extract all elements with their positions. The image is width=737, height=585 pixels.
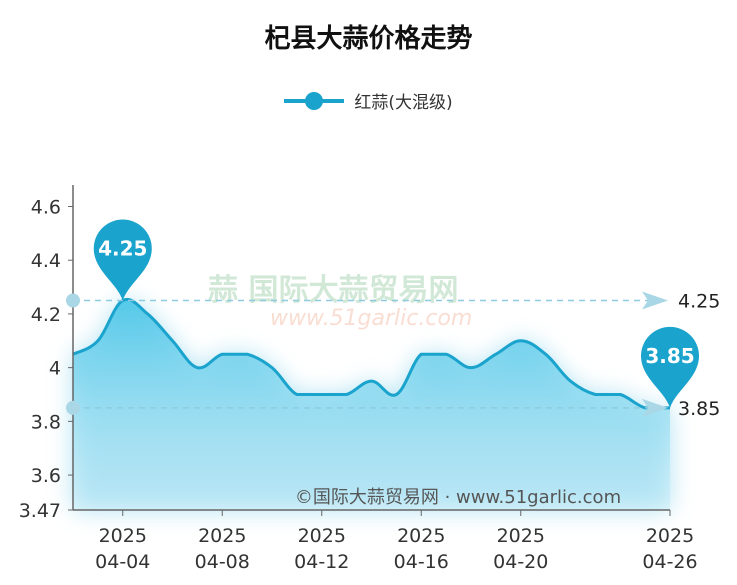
x-tick-label: 04-12 (294, 551, 349, 573)
y-tick-label: 3.8 (31, 411, 61, 433)
area-fill (73, 299, 670, 510)
legend-label: 红蒜(大混级) (354, 93, 453, 113)
watermark: 蒜 国际大蒜贸易网 www.51garlic.com (208, 273, 472, 331)
series-line (72, 297, 670, 410)
x-tick-year: 2025 (397, 525, 445, 547)
marker-pin-icon (641, 326, 699, 408)
marker-label: 4.25 (98, 236, 147, 260)
chart-title: 杞县大蒜价格走势 (264, 24, 473, 54)
x-tick-label: 04-26 (642, 551, 697, 573)
y-tick-label: 4 (49, 358, 61, 380)
y-tick-label: 3.6 (31, 465, 61, 487)
mark-line-label: 3.85 (678, 398, 720, 420)
mark-line-label: 4.25 (678, 290, 720, 312)
mark-line-start-dot (66, 400, 80, 415)
x-tick-year: 2025 (99, 525, 147, 547)
mark-line-arrow-icon (642, 291, 668, 310)
footer-credit: ©国际大蒜贸易网 · www.51garlic.com (295, 487, 621, 508)
x-tick-year: 2025 (298, 525, 346, 547)
legend-line-circle-icon (284, 91, 345, 110)
y-tick-label: 4.4 (31, 250, 61, 272)
x-tick-year: 2025 (198, 525, 246, 547)
legend[interactable]: 红蒜(大混级) (0, 88, 737, 113)
marker-pin-icon (93, 219, 152, 301)
x-tick-label: 04-16 (394, 551, 449, 573)
x-tick-label: 04-04 (95, 551, 150, 573)
y-tick-label: 4.2 (31, 304, 61, 326)
mark-line-arrow-icon (642, 398, 668, 417)
marker-label: 3.85 (645, 344, 694, 368)
y-tick-label: 3.47 (19, 500, 61, 522)
x-tick-year: 2025 (646, 525, 694, 547)
svg-text:www.51garlic.com: www.51garlic.com (270, 306, 472, 331)
mark-line-start-dot (66, 293, 80, 308)
x-tick-label: 04-08 (195, 551, 250, 573)
svg-text:蒜 国际大蒜贸易网: 蒜 国际大蒜贸易网 (208, 273, 458, 308)
y-tick-label: 4.6 (31, 196, 61, 218)
x-tick-year: 2025 (497, 525, 545, 547)
x-tick-label: 04-20 (493, 551, 548, 573)
